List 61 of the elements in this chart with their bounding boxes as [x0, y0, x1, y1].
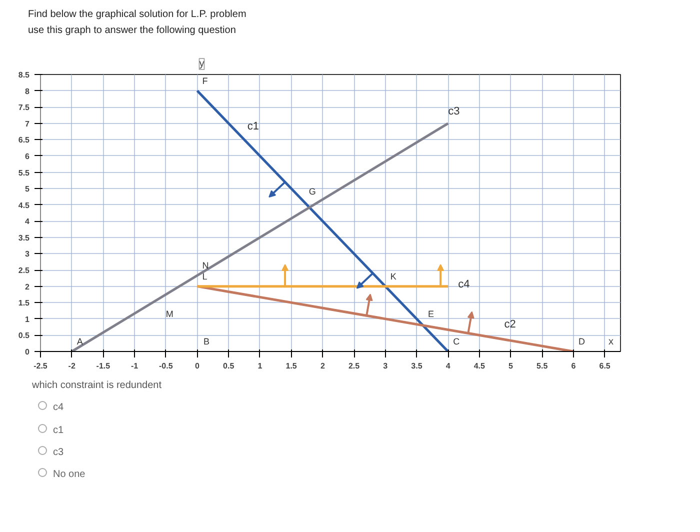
series-label: c3: [448, 105, 460, 118]
y-tick-label: 7.5: [18, 103, 30, 112]
y-tick-label: 5.5: [18, 168, 30, 178]
annotation: G: [308, 186, 316, 197]
y-tick-label: 4: [25, 217, 30, 226]
y-tick-label: 8.5: [18, 70, 30, 80]
y-tick-label: 6: [25, 152, 30, 161]
chart-subtitle: use this graph to answer the following question: [28, 24, 237, 38]
x-tick-label: 0: [195, 362, 200, 370]
annotation: K: [390, 271, 396, 282]
x-tick-label: 5: [508, 362, 514, 370]
x-tick-label: 6: [571, 362, 576, 370]
x-tick-label: -2.5: [34, 362, 48, 370]
annotation: B: [204, 336, 210, 347]
y-tick-label: 2.5: [18, 266, 30, 276]
text: which constraint is redundent: [32, 379, 162, 393]
series-label: c1: [247, 120, 260, 133]
annotation: D: [578, 336, 586, 346]
y-tick-label: 3.5: [18, 233, 30, 242]
x-tick-label: 6.5: [599, 362, 611, 370]
x-tick-label: 0.5: [223, 362, 235, 370]
y-tick-label: 0.5: [18, 331, 30, 340]
y-tick-label: 3: [25, 250, 30, 259]
text: c1: [52, 424, 65, 438]
annotation: M: [166, 308, 174, 319]
x-tick-label: 1.5: [286, 362, 298, 370]
y-tick-label: 5: [25, 184, 30, 194]
series-label: c4: [458, 278, 470, 290]
y-tick-label: 4.5: [18, 200, 30, 210]
y-tick-label: 6.5: [18, 136, 30, 145]
annotation: N: [202, 260, 209, 271]
x-tick-label: 2.5: [348, 362, 360, 370]
x-tick-label: 1: [258, 362, 263, 370]
text: c4: [52, 401, 65, 416]
x-tick-label: 4.5: [474, 362, 486, 370]
y-tick-label: 0: [25, 348, 30, 356]
y-tick-label: 1: [25, 314, 30, 324]
x-tick-label: 2: [320, 362, 326, 370]
annotation: L: [202, 271, 208, 282]
x-tick-label: -2: [68, 362, 76, 370]
text: c3: [52, 446, 65, 460]
x-axis-title: x: [608, 336, 614, 348]
x-tick-label: -1: [130, 362, 139, 370]
y-axis-title: y: [199, 58, 204, 70]
text: No one: [52, 468, 86, 482]
x-tick-label: -0.5: [159, 362, 174, 370]
annotation: E: [428, 308, 434, 319]
y-tick-label: 2: [25, 282, 30, 292]
x-tick-label: 4: [446, 362, 451, 370]
y-tick-label: 8: [25, 86, 30, 96]
annotation: C: [453, 336, 460, 346]
x-tick-label: 5.5: [536, 362, 548, 370]
annotation: A: [76, 336, 83, 346]
series-label: c2: [504, 318, 516, 330]
x-tick-label: 3: [383, 362, 388, 370]
x-tick-label: 3.5: [411, 362, 423, 370]
annotation: F: [202, 76, 208, 86]
y-tick-label: 7: [25, 119, 30, 128]
y-tick-label: 1.5: [18, 298, 30, 308]
x-tick-label: -1.5: [96, 362, 111, 370]
chart-title: Find below the graphical solution for L.P. problem: [28, 8, 246, 22]
